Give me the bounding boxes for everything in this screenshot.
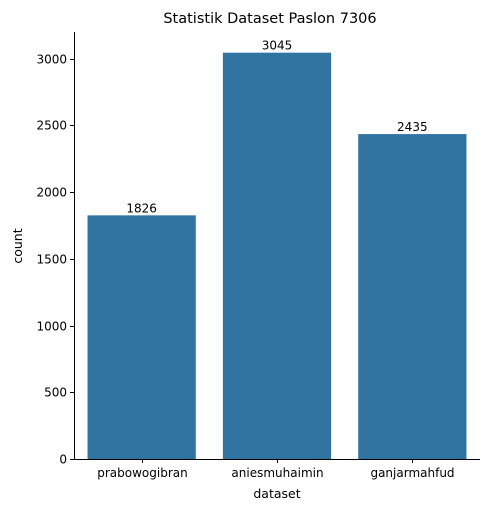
y-tick-label: 2500 — [36, 119, 67, 133]
data-label-prabowogibran: 1826 — [126, 201, 157, 215]
y-tick-label: 1000 — [36, 320, 67, 334]
y-tick-label: 1500 — [36, 253, 67, 267]
y-tick-label: 500 — [44, 386, 67, 400]
bar-prabowogibran — [87, 215, 196, 459]
y-axis-label: count — [10, 228, 25, 263]
y-axis-ticks: 0 500 1000 1500 2000 2500 3000 — [36, 53, 74, 467]
plot-area: 1826 3045 2435 — [87, 39, 467, 460]
bar-ganjarmahfud — [358, 134, 467, 459]
x-tick-label-prabowogibran: prabowogibran — [97, 466, 187, 480]
data-label-ganjarmahfud: 2435 — [397, 120, 428, 134]
y-tick-label: 3000 — [36, 53, 67, 67]
y-tick-label: 2000 — [36, 186, 67, 200]
x-tick-label-aniesmuhaimin: aniesmuhaimin — [231, 466, 323, 480]
x-axis-label: dataset — [253, 486, 300, 501]
x-axis-ticks: prabowogibran aniesmuhaimin ganjarmahfud — [97, 459, 455, 480]
y-tick-label: 0 — [59, 453, 67, 467]
bar-aniesmuhaimin — [222, 52, 332, 460]
data-label-aniesmuhaimin: 3045 — [262, 39, 293, 53]
x-tick-label-ganjarmahfud: ganjarmahfud — [370, 466, 454, 480]
chart-title: Statistik Dataset Paslon 7306 — [163, 11, 376, 27]
